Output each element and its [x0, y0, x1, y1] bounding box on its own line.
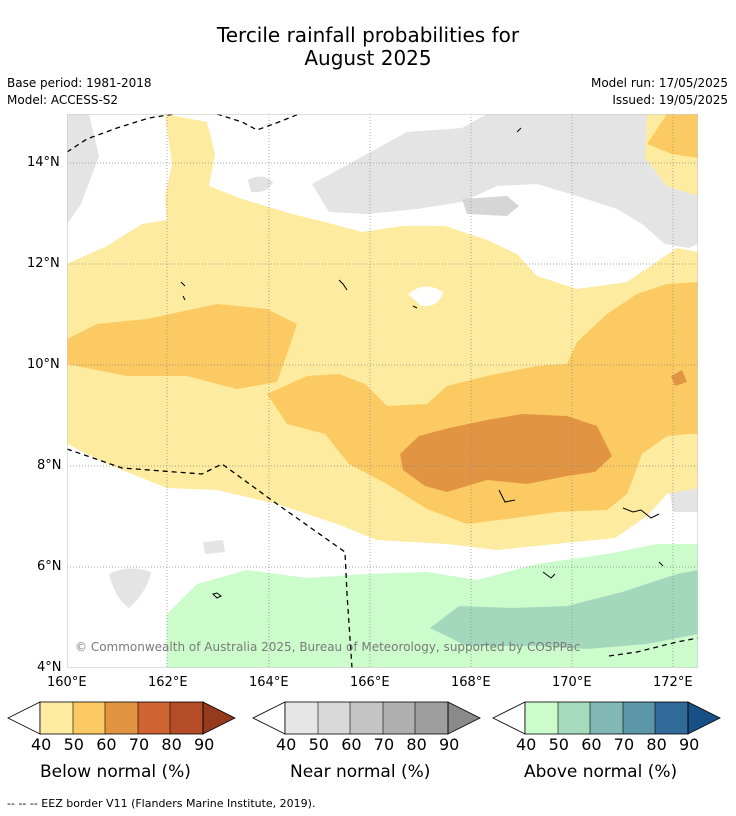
near-normal-sw-2: [203, 540, 225, 554]
map-title-line1: Tercile rainfall probabilities for: [216, 23, 520, 47]
issued-date: Issued: 19/05/2025: [612, 93, 728, 107]
map-gridlines: [67, 114, 698, 668]
y-tick-14n: 14°N: [27, 155, 60, 170]
colorbar-below-normal: [7, 701, 236, 735]
colorbar-tick: 90: [439, 735, 460, 754]
colorbar-tick: 80: [646, 735, 667, 754]
colorbar-tick: 90: [679, 735, 700, 754]
copyright-text: © Commonwealth of Australia 2025, Bureau…: [75, 640, 581, 654]
below-normal-hole-1: [408, 286, 443, 307]
colorbar-label-below-normal: Below normal (%): [40, 762, 191, 782]
colorbar-tick: 40: [276, 735, 297, 754]
colorbars: [7, 701, 721, 735]
near-normal-patch-1: [248, 176, 273, 193]
y-tick-8n: 8°N: [37, 458, 62, 473]
island-outlines: [180, 127, 664, 599]
y-tick-4n: 4°N: [37, 660, 62, 675]
below-normal-50-ne: [647, 114, 698, 158]
below-normal-60-east: [671, 370, 687, 386]
probability-map: [67, 114, 698, 668]
eez-borders: [67, 114, 698, 668]
x-tick-166e: 166°E: [350, 675, 390, 690]
x-tick-172e: 172°E: [653, 675, 693, 690]
colorbar-tick: 60: [581, 735, 602, 754]
x-tick-170e: 170°E: [552, 675, 592, 690]
colorbar-tick: 70: [373, 735, 395, 754]
y-tick-12n: 12°N: [27, 256, 60, 271]
colorbar-tick: 50: [548, 735, 569, 754]
near-normal-region-northeast: [312, 114, 698, 248]
base-period: Base period: 1981-2018: [7, 76, 152, 90]
x-tick-160e: 160°E: [47, 675, 87, 690]
map-title-line2: August 2025: [304, 46, 432, 70]
y-tick-6n: 6°N: [37, 559, 62, 574]
colorbar-tick: 40: [516, 735, 537, 754]
colorbar-tick: 90: [194, 735, 215, 754]
colorbar-tick: 70: [128, 735, 150, 754]
eez-border-note: -- -- -- EEZ border V11 (Flanders Marine…: [7, 797, 316, 810]
colorbar-tick: 50: [63, 735, 84, 754]
colorbar-tick: 80: [161, 735, 182, 754]
colorbar-tick: 70: [613, 735, 635, 754]
near-normal-region-north: [67, 114, 99, 224]
x-tick-164e: 164°E: [249, 675, 289, 690]
below-normal-50-west: [67, 304, 297, 389]
model-name: Model: ACCESS-S2: [7, 93, 119, 107]
colorbar-above-normal: [492, 701, 721, 735]
above-normal-south-band-dark: [430, 570, 698, 649]
x-tick-168e: 168°E: [451, 675, 491, 690]
colorbar-tick: 60: [341, 735, 362, 754]
below-normal-60-core: [400, 414, 612, 492]
x-tick-162e: 162°E: [148, 675, 188, 690]
colorbar-near-normal: [252, 701, 481, 735]
colorbar-tick: 80: [406, 735, 427, 754]
y-tick-10n: 10°N: [27, 357, 60, 372]
colorbar-label-above-normal: Above normal (%): [524, 762, 678, 782]
near-normal-patch-2: [462, 196, 519, 216]
colorbar-tick: 50: [308, 735, 329, 754]
near-normal-sw-1: [109, 568, 151, 608]
colorbar-label-near-normal: Near normal (%): [290, 762, 431, 782]
colorbar-tick: 60: [96, 735, 117, 754]
colorbar-tick: 40: [31, 735, 52, 754]
model-run: Model run: 17/05/2025: [590, 76, 728, 90]
